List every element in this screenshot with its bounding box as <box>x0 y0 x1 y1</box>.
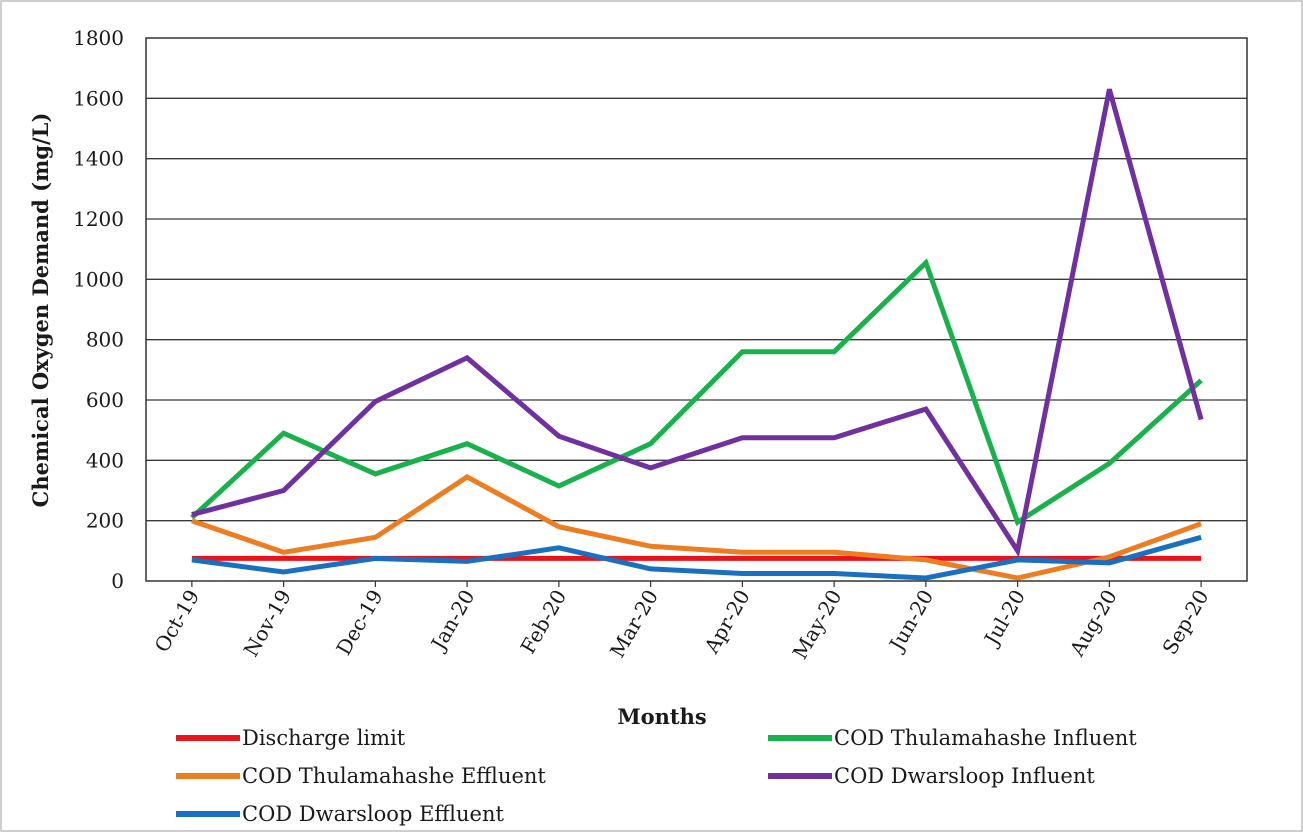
y-tick-label: 600 <box>86 388 124 412</box>
legend-label: COD Dwarsloop Effluent <box>242 802 505 826</box>
series-lines <box>190 88 1204 581</box>
y-axis-ticks: 0 200 400 600 800 1000 1200 1400 1600 1800 <box>73 26 124 593</box>
y-tick-label: 800 <box>86 328 124 352</box>
y-tick-label: 1600 <box>73 86 124 110</box>
y-tick-label: 1200 <box>73 207 124 231</box>
gridlines <box>146 97 1247 522</box>
y-tick-label: 400 <box>86 448 124 472</box>
y-tick-label: 200 <box>86 509 124 533</box>
y-tick-label: 1800 <box>73 26 124 50</box>
legend-label: COD Thulamahashe Influent <box>834 726 1137 750</box>
plot-area <box>145 37 1248 582</box>
y-axis-title: Chemical Oxygen Demand (mg/L) <box>28 113 53 508</box>
y-tick-label: 0 <box>111 569 124 593</box>
series-line-1 <box>190 258 1203 527</box>
legend: Discharge limit COD Thulamahashe Influent… <box>176 726 1137 826</box>
y-tick-label: 1000 <box>73 267 124 291</box>
x-axis-title: Months <box>617 704 706 729</box>
legend-label: COD Thulamahashe Effluent <box>242 764 546 788</box>
series-line-4 <box>191 534 1202 581</box>
legend-label: Discharge limit <box>242 726 406 750</box>
y-tick-label: 1400 <box>73 147 124 171</box>
series-line-2 <box>191 473 1202 581</box>
legend-label: COD Dwarsloop Influent <box>834 764 1095 788</box>
series-line-3 <box>191 88 1204 558</box>
